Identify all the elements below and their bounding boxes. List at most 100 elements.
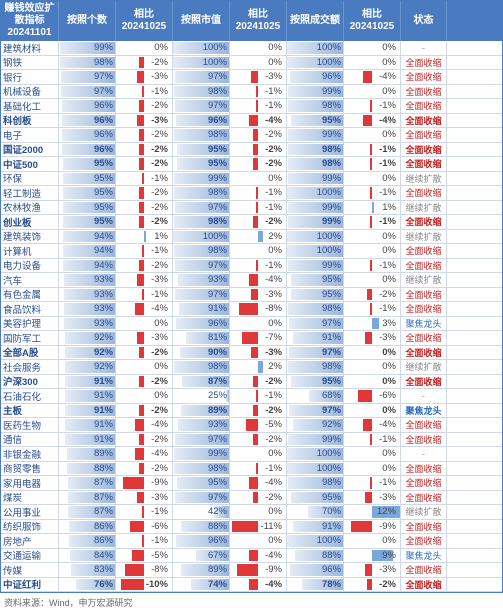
table-row: 社会服务 92% 0% 98% 2% 98% 0% 继续扩散 (1, 360, 502, 375)
cmp-cell: -1% (344, 215, 401, 229)
row-name: 非银金融 (1, 447, 59, 461)
cmp-value: -4% (151, 303, 168, 314)
cmp-cell: 0% (344, 56, 401, 70)
table-row: 传媒 83% -8% 89% -9% 96% -3% 全面收缩 (1, 563, 502, 578)
cmp-cell: -2% (116, 186, 173, 200)
cmp-cell: 0% (344, 128, 401, 142)
pct-value: 96% (94, 100, 113, 111)
cmp-cell: -4% (116, 418, 173, 432)
pct-value: 99% (322, 202, 341, 213)
status-cell: 继续扩散 (401, 230, 447, 244)
pct-value: 98% (322, 144, 341, 155)
pct-cell: 90% (173, 346, 230, 360)
cmp-cell: -2% (116, 433, 173, 447)
pct-cell: 96% (59, 128, 116, 142)
pct-cell: 98% (287, 302, 344, 316)
cmp-cell: -3% (230, 288, 287, 302)
pct-value: 96% (94, 144, 113, 155)
status-cell: 继续扩散 (401, 505, 447, 519)
pct-value: 100% (317, 463, 341, 474)
pct-cell: 97% (287, 317, 344, 331)
row-name: 基础化工 (1, 99, 59, 113)
cmp-value: -1% (379, 260, 396, 271)
pct-cell: 91% (59, 389, 116, 403)
cmp-value: -4% (265, 550, 282, 561)
cmp-cell: 0% (230, 317, 287, 331)
cmp-value: -1% (379, 216, 396, 227)
row-name: 国防军工 (1, 331, 59, 345)
row-name: 科创板 (1, 114, 59, 128)
pct-value: 68% (322, 390, 341, 401)
cmp-value: 0% (268, 173, 282, 184)
cmp-cell: -4% (230, 549, 287, 563)
pct-value: 96% (208, 318, 227, 329)
cmp-cell: 0% (230, 172, 287, 186)
status-cell: 全面收缩 (401, 346, 447, 360)
cmp-value: -2% (151, 405, 168, 416)
cmp-value: 0% (382, 347, 396, 358)
cmp-cell: -5% (230, 418, 287, 432)
cmp-cell: -9% (116, 476, 173, 490)
pct-cell: 95% (287, 375, 344, 389)
cmp-cell: 0% (344, 230, 401, 244)
table-row: 商贸零售 88% -2% 98% -1% 100% 0% 全面收缩 (1, 462, 502, 477)
header-cmp1: 相比20241025 (116, 1, 173, 41)
pct-value: 97% (322, 347, 341, 358)
pct-cell: 98% (173, 360, 230, 374)
table-row: 钢铁 98% -2% 100% 0% 100% 0% 全面收缩 (1, 56, 502, 71)
cmp-value: 0% (154, 390, 168, 401)
cmp-value: -4% (265, 274, 282, 285)
pct-cell: 96% (287, 563, 344, 577)
pct-value: 78% (322, 579, 341, 590)
cmp-cell: -2% (116, 462, 173, 476)
pct-cell: 92% (59, 360, 116, 374)
pct-cell: 96% (173, 317, 230, 331)
cmp-cell: -1% (230, 389, 287, 403)
pct-cell: 98% (287, 99, 344, 113)
cmp-cell: 0% (230, 41, 287, 55)
status-cell: - (401, 41, 447, 55)
pct-value: 42% (208, 506, 227, 517)
cmp-cell: 0% (116, 317, 173, 331)
cmp-value: -1% (151, 535, 168, 546)
pct-value: 95% (322, 492, 341, 503)
pct-cell: 99% (287, 85, 344, 99)
cmp-value: 0% (268, 448, 282, 459)
status-cell: 全面收缩 (401, 433, 447, 447)
cmp-cell: -2% (230, 433, 287, 447)
cmp-cell: 0% (230, 505, 287, 519)
pct-cell: 94% (59, 244, 116, 258)
cmp-cell: 0% (344, 360, 401, 374)
status-cell: 全面收缩 (401, 462, 447, 476)
header-indicator: 赚钱效应扩散指标20241101 (1, 1, 59, 41)
pct-cell: 89% (173, 563, 230, 577)
pct-value: 98% (322, 303, 341, 314)
pct-value: 94% (94, 245, 113, 256)
pct-cell: 100% (287, 186, 344, 200)
pct-cell: 89% (173, 404, 230, 418)
cmp-cell: 12% (344, 505, 401, 519)
pct-value: 91% (322, 521, 341, 532)
cmp-value: 0% (382, 361, 396, 372)
status-cell: 聚焦龙头 (401, 404, 447, 418)
pct-value: 100% (317, 245, 341, 256)
pct-cell: 95% (287, 273, 344, 287)
pct-value: 98% (322, 361, 341, 372)
cmp-value: -3% (151, 332, 168, 343)
cmp-value: -1% (379, 187, 396, 198)
pct-value: 93% (94, 318, 113, 329)
cmp-cell: -3% (230, 346, 287, 360)
cmp-value: 0% (268, 318, 282, 329)
pct-value: 91% (94, 405, 113, 416)
pct-value: 98% (208, 361, 227, 372)
cmp-value: -2% (151, 347, 168, 358)
cmp-value: -2% (151, 144, 168, 155)
cmp-value: -3% (379, 492, 396, 503)
pct-value: 91% (322, 332, 341, 343)
cmp-value: -11% (261, 521, 282, 532)
cmp-cell: 1% (116, 230, 173, 244)
cmp-value: -9% (265, 564, 282, 575)
row-name: 主板 (1, 404, 59, 418)
cmp-cell: -1% (116, 505, 173, 519)
table-row: 家用电器 87% -9% 95% -4% 98% -1% 全面收缩 (1, 476, 502, 491)
